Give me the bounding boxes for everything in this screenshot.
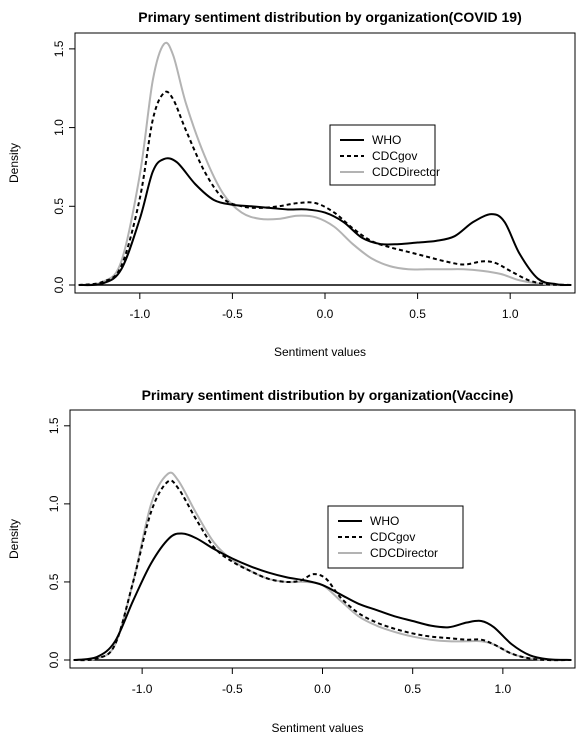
legend: WHO CDCgov CDCDirector xyxy=(329,124,440,186)
y-tick-label: 1.0 xyxy=(47,495,61,512)
legend-label: CDCDirector xyxy=(370,546,438,560)
y-tick-label: 0.0 xyxy=(52,276,66,293)
y-tick-label: 1.5 xyxy=(47,417,61,434)
series-line-cdcdirector xyxy=(78,41,572,287)
legend-box xyxy=(327,505,464,569)
x-tick-label: 0.5 xyxy=(404,682,421,696)
series-line-who xyxy=(78,157,572,287)
x-tick-label: -1.0 xyxy=(132,682,153,696)
x-axis-label: Sentiment values xyxy=(271,721,363,735)
chart-vaccine: Primary sentiment distribution by organi… xyxy=(7,387,576,735)
legend-label: WHO xyxy=(370,514,399,528)
x-tick-label: -1.0 xyxy=(129,307,150,321)
series-line-cdcdirector xyxy=(73,471,572,662)
series-line-cdcgov xyxy=(78,90,572,286)
chart-title: Primary sentiment distribution by organi… xyxy=(138,9,522,25)
x-tick-label: 0.5 xyxy=(409,307,426,321)
legend-label: CDCDirector xyxy=(372,165,440,179)
series-line-who xyxy=(73,532,572,661)
legend: WHO CDCgov CDCDirector xyxy=(327,505,464,569)
x-tick-label: 1.0 xyxy=(502,307,519,321)
x-tick-label: -0.5 xyxy=(222,307,243,321)
x-axis-label: Sentiment values xyxy=(274,345,366,359)
x-tick-label: 1.0 xyxy=(495,682,512,696)
y-tick-label: 1.0 xyxy=(52,119,66,136)
chart-covid: Primary sentiment distribution by organi… xyxy=(7,9,576,359)
y-tick-label: 0.5 xyxy=(52,198,66,215)
legend-label: WHO xyxy=(372,133,401,147)
x-tick-label: 0.0 xyxy=(317,307,334,321)
x-tick-label: -0.5 xyxy=(222,682,243,696)
plot-frame xyxy=(69,409,576,669)
y-axis-label: Density xyxy=(7,143,21,183)
y-tick-label: 0.5 xyxy=(47,573,61,590)
chart-title: Primary sentiment distribution by organi… xyxy=(142,387,514,403)
legend-label: CDCgov xyxy=(372,149,417,163)
y-tick-label: 0.0 xyxy=(47,651,61,668)
series-line-cdcgov xyxy=(73,479,572,662)
y-tick-label: 1.5 xyxy=(52,40,66,57)
plot-frame xyxy=(74,32,576,294)
x-tick-label: 0.0 xyxy=(314,682,331,696)
legend-label: CDCgov xyxy=(370,530,415,544)
y-axis-label: Density xyxy=(7,519,21,559)
